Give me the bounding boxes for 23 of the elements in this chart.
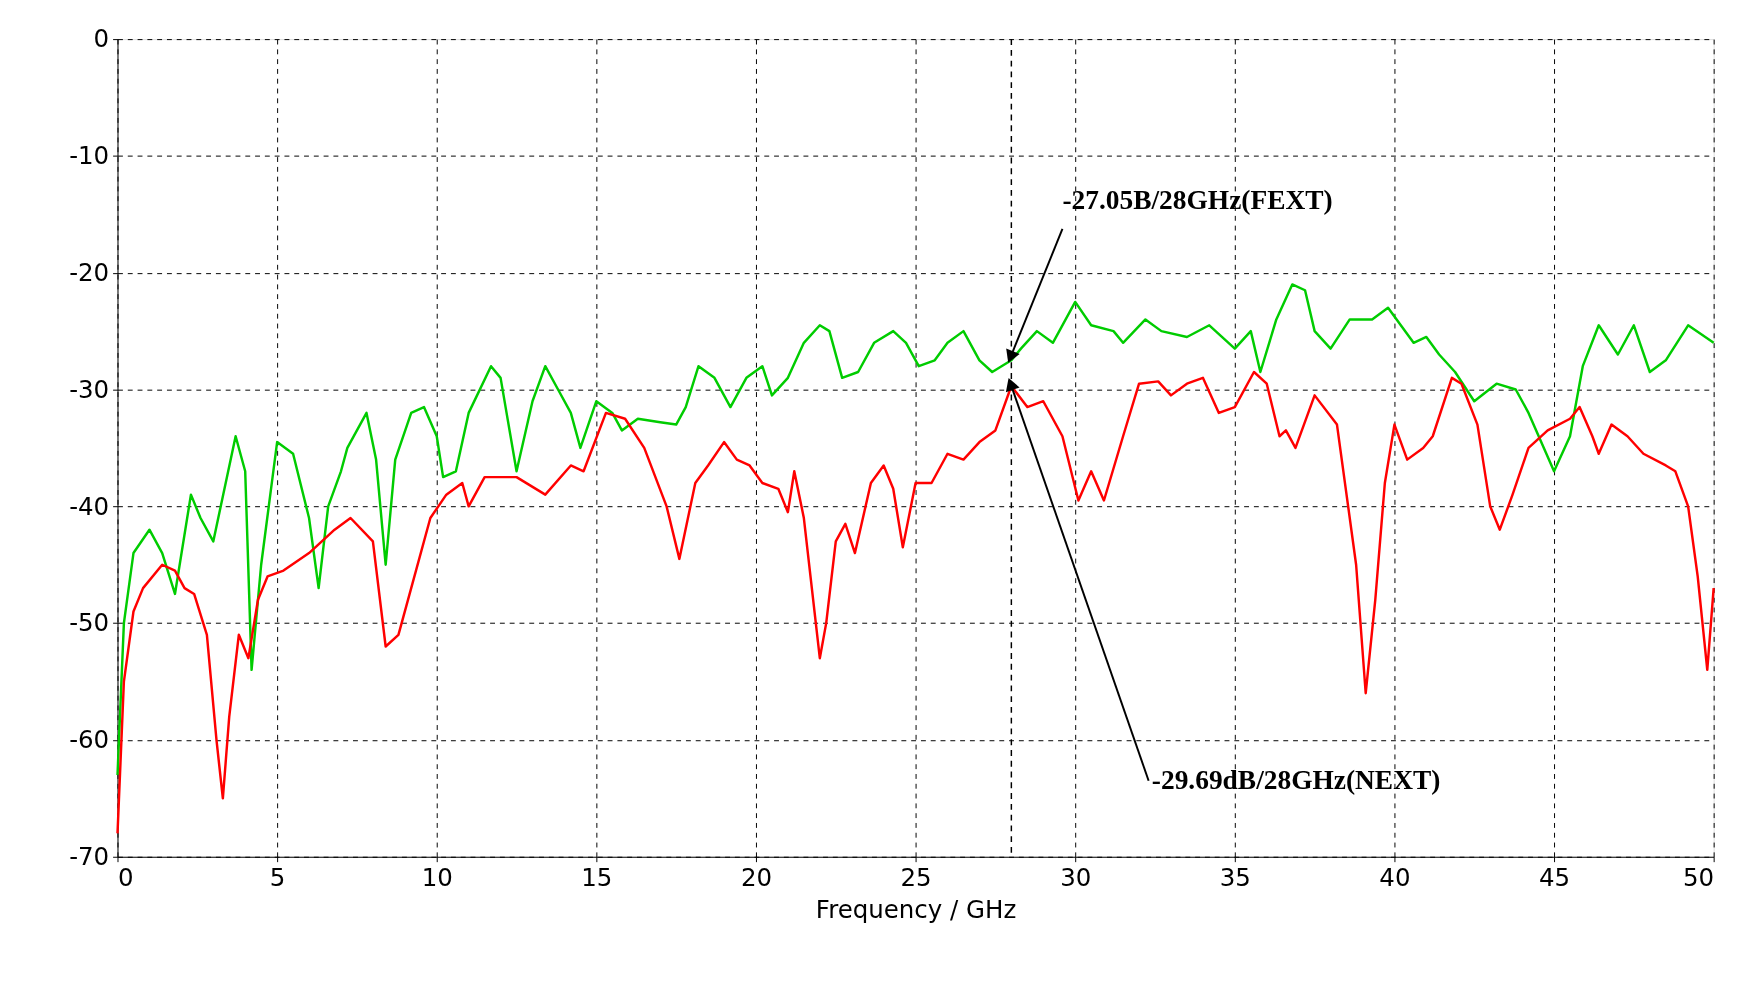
y-tick-label: -70 [69, 842, 110, 872]
x-tick-label: 15 [581, 862, 613, 892]
x-tick-label: 35 [1219, 862, 1251, 892]
x-tick-label: 40 [1379, 862, 1411, 892]
x-tick-label: 30 [1060, 862, 1092, 892]
y-tick-label: -10 [69, 141, 110, 171]
x-axis-title: Frequency / GHz [815, 894, 1017, 924]
x-tick-label: 5 [269, 862, 286, 892]
y-tick-label: -30 [69, 374, 110, 404]
y-tick-label: -20 [69, 258, 110, 288]
y-tick-label: 0 [93, 24, 110, 54]
annotation: -29.69dB/28GHz(NEXT) [1151, 764, 1441, 795]
y-tick-label: -50 [69, 608, 110, 638]
line-series [116, 370, 1715, 835]
y-tick-label: -40 [69, 491, 110, 521]
x-tick-label: 45 [1538, 862, 1571, 892]
x-tick-label: 20 [740, 862, 773, 892]
x-tick-label: 10 [421, 862, 453, 892]
annotation: -27.05B/28GHz(FEXT) [1062, 185, 1333, 216]
x-tick-label: 50 [1683, 862, 1715, 892]
y-tick-label: -60 [69, 725, 110, 755]
x-tick-label: 25 [900, 862, 932, 892]
x-tick-label: 0 [118, 862, 134, 892]
